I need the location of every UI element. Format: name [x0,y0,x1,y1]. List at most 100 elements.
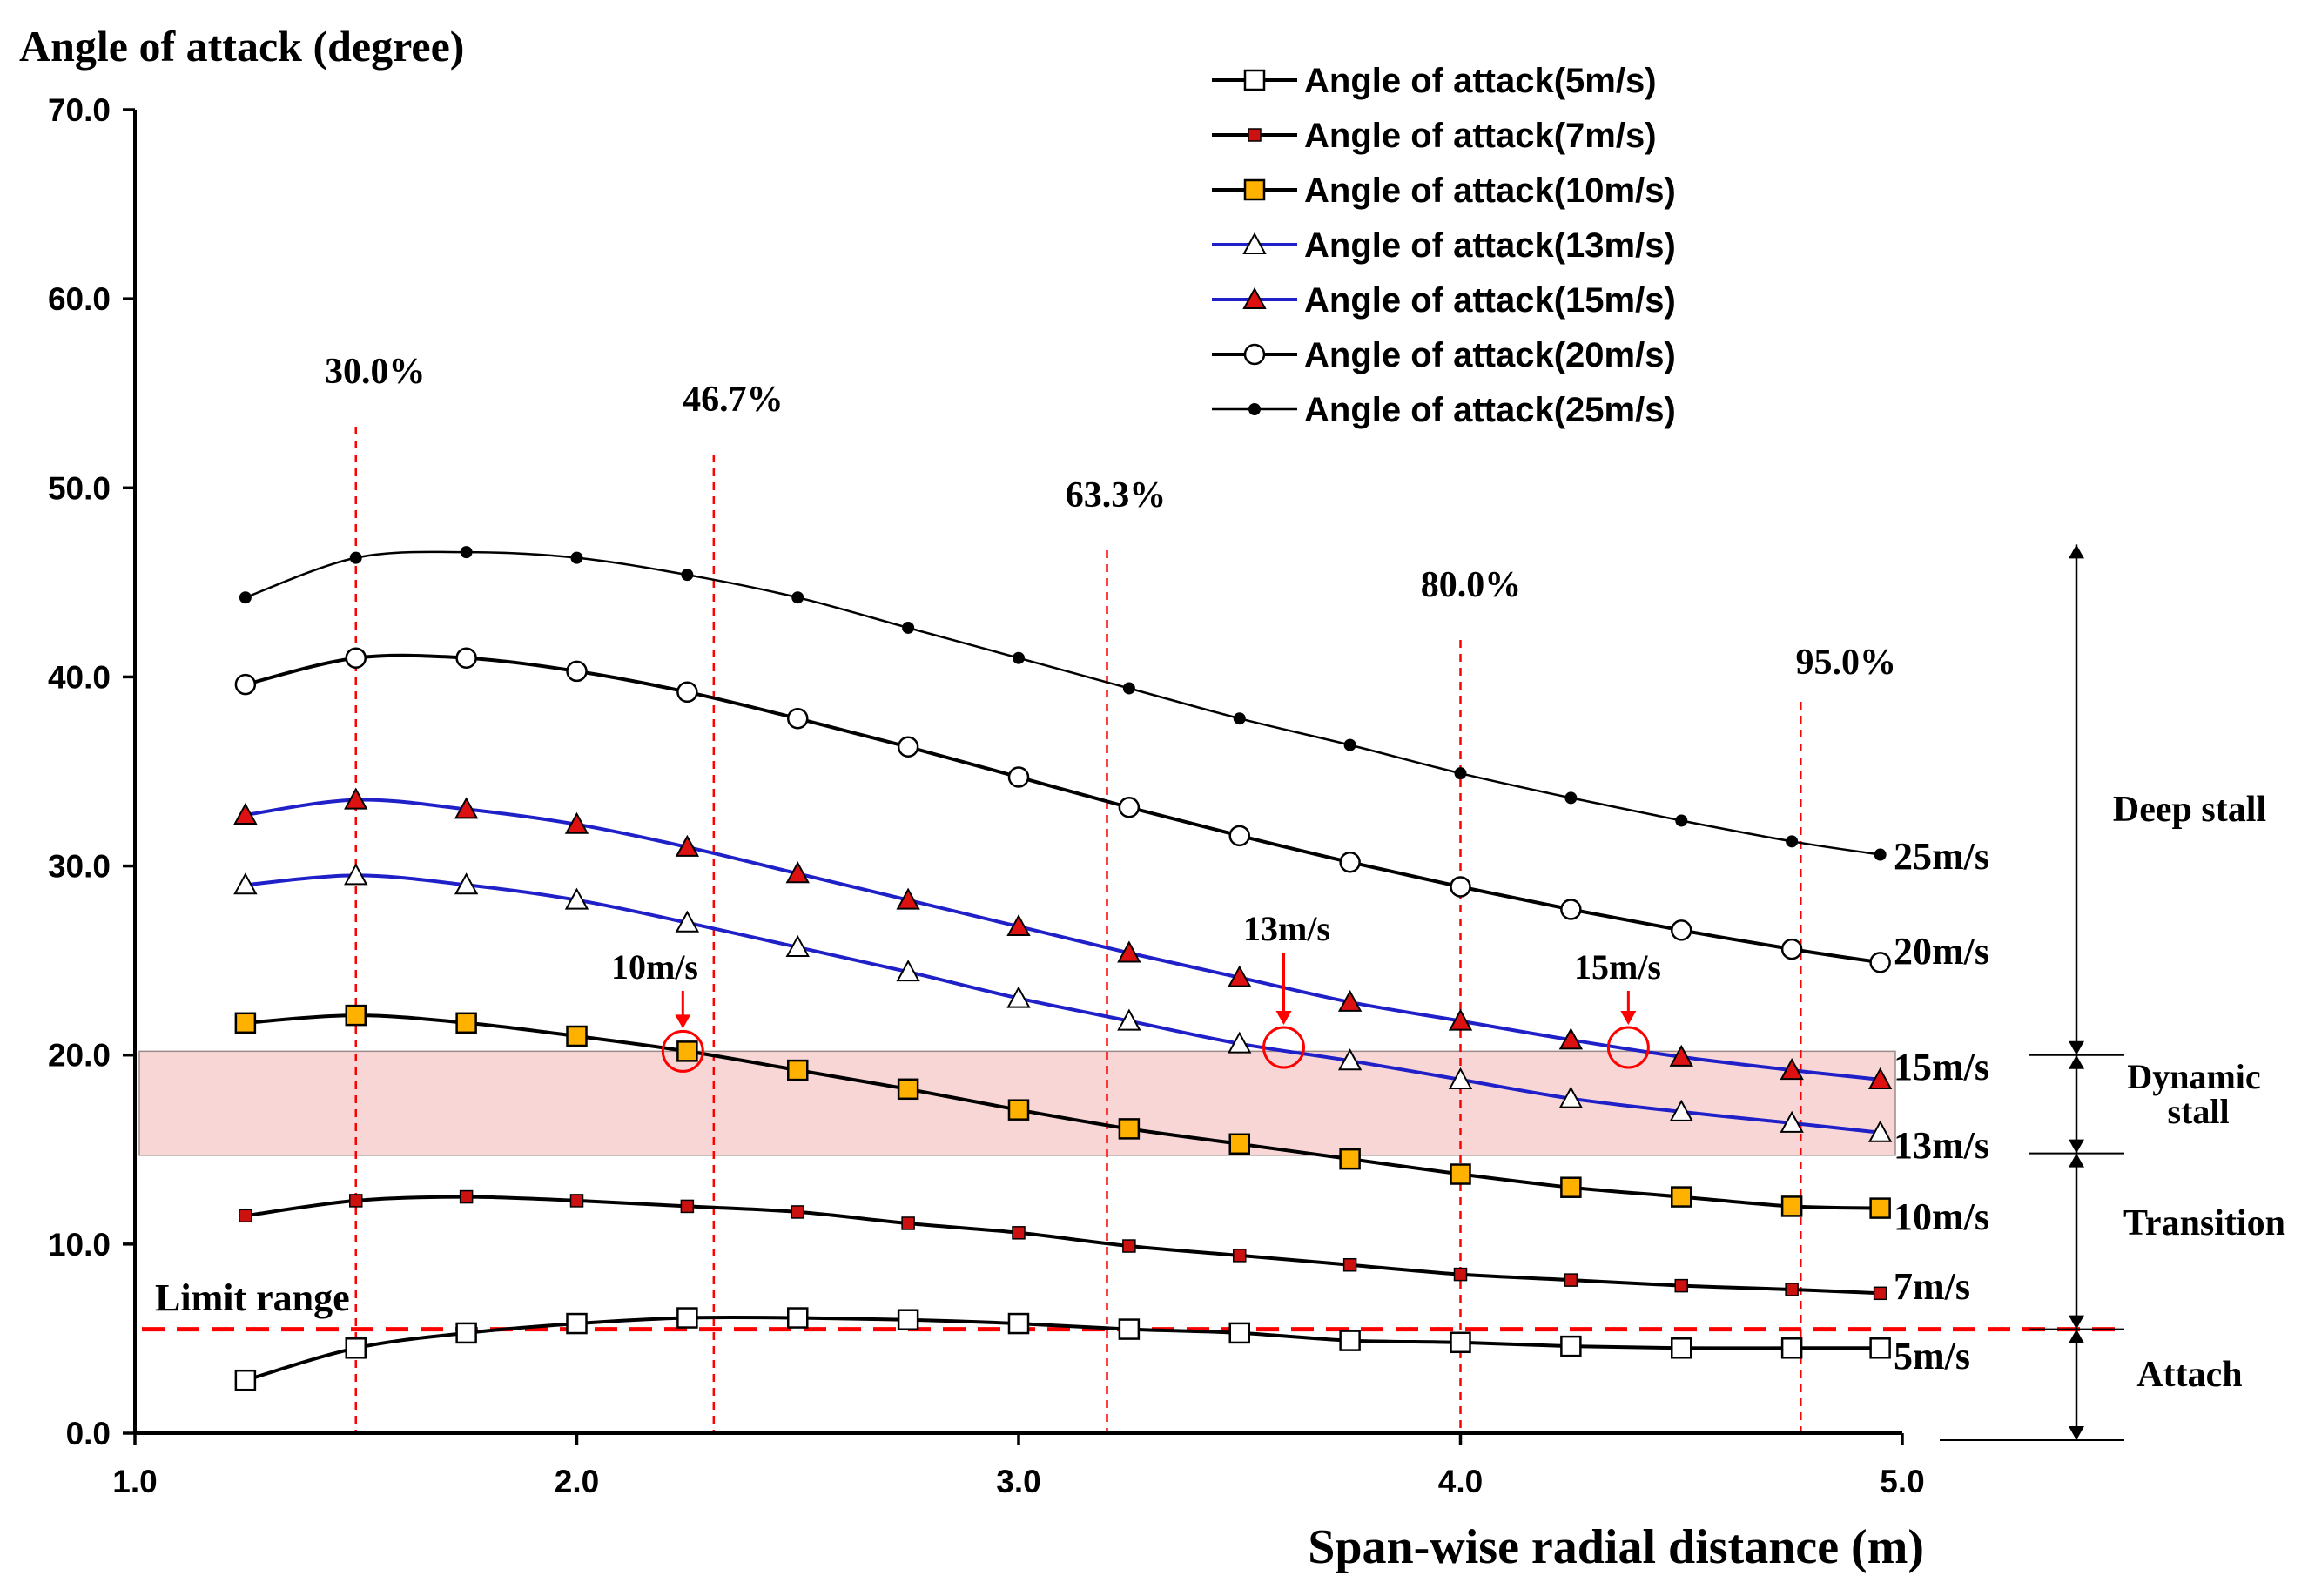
series-4-point-7 [1006,913,1031,937]
series-end-label-1: 7m/s [1894,1265,1970,1308]
series-6-point-2 [460,546,473,559]
series-line-1 [245,1195,1881,1296]
series-1-point-1 [349,1194,363,1208]
series-1-point-13 [1674,1278,1688,1293]
series-1-point-14 [1785,1283,1799,1296]
series-6-point-3 [570,551,583,564]
stall-point-circle-1 [661,1029,704,1073]
series-4-point-10 [1337,989,1363,1012]
region-arrow-bottom-2 [2069,1139,2084,1154]
reference-label-3: 63.3% [1066,475,1167,515]
series-6-point-4 [681,569,694,582]
series-1-point-7 [1012,1226,1026,1240]
series-4-point-14 [1780,1057,1804,1081]
reference-label-4: 80.0% [1421,565,1522,605]
series-3-point-12 [1558,1086,1584,1108]
series-2-point-4 [676,1040,698,1062]
series-5-point-15 [1869,952,1891,973]
region-arrow-bottom-4 [2069,1426,2084,1440]
series-1-point-11 [1453,1267,1468,1282]
reference-label-2: 46.7% [683,380,784,420]
stall-point-circle-3 [1606,1026,1650,1069]
region-label-transition: Transition [2123,1203,2285,1243]
series-0-point-4 [676,1307,698,1329]
series-0-point-6 [897,1309,919,1330]
series-6-point-11 [1454,767,1467,780]
y-tick-label-4: 40.0 [48,659,111,695]
series-1-point-9 [1233,1249,1247,1263]
legend-label-1: Angle of attack(7m/s) [1304,117,1657,155]
legend-label-0: Angle of attack(5m/s) [1304,62,1657,100]
series-6-point-15 [1874,848,1887,861]
region-arrow-bottom-1 [2069,1040,2084,1055]
series-0-point-12 [1560,1335,1582,1357]
series-6-point-5 [791,591,804,604]
region-arrow-top-1 [2069,544,2084,559]
series-4-point-13 [1669,1044,1693,1067]
stall-point-circle-2 [1262,1026,1305,1069]
series-6-point-13 [1675,814,1688,827]
series-end-label-6: 25m/s [1894,835,1989,878]
series-0-point-11 [1450,1331,1471,1354]
legend-marker-6 [1248,403,1261,415]
stall-point-arrowhead-1 [675,1014,691,1029]
legend-label-4: Angle of attack(15m/s) [1304,281,1676,320]
series-2-point-1 [345,1004,367,1027]
legend-marker-3 [1242,232,1267,254]
stall-point-label-1: 10m/s [611,947,698,987]
series-2-point-8 [1118,1118,1141,1140]
y-tick-label-7: 70.0 [48,92,111,128]
y-tick-label-6: 60.0 [48,281,111,317]
series-2-point-7 [1007,1099,1030,1121]
region-arrow-top-4 [2069,1329,2084,1343]
series-5-point-0 [234,673,257,696]
x-tick-label-0: 1.0 [112,1464,157,1499]
series-2-point-5 [787,1059,809,1081]
series-4-point-4 [675,834,700,857]
series-5-point-9 [1228,825,1250,847]
series-6-point-1 [349,551,362,564]
series-6-point-6 [902,621,915,634]
series-4-point-2 [454,797,479,819]
series-1-point-0 [239,1209,252,1223]
series-2-point-6 [897,1078,919,1101]
series-3-point-13 [1669,1099,1693,1121]
series-4-point-9 [1228,965,1252,987]
series-2-point-3 [566,1025,588,1047]
annotations-layer: 10m/s 13m/s 15m/s [611,909,1661,1073]
series-line-4 [245,798,1881,1081]
series-line-0 [245,1315,1881,1383]
legend-label-6: Angle of attack(25m/s) [1304,391,1676,429]
series-0-point-10 [1339,1330,1361,1351]
legend-marker-1 [1248,128,1262,142]
series-3-point-15 [1867,1120,1893,1142]
series-0-point-13 [1671,1337,1692,1359]
series-6-point-10 [1343,738,1356,751]
series-0-point-3 [566,1312,588,1335]
limit-range-label: Limit range [155,1276,350,1319]
series-1-point-2 [459,1189,474,1204]
series-0-point-15 [1869,1337,1891,1359]
series-layer: 5m/s 7m/s 10m/s 13m/s 15m/s 20m/s 25m/s [233,546,1989,1391]
series-2-point-14 [1780,1195,1803,1217]
series-2-point-0 [234,1012,257,1034]
series-5-point-11 [1450,876,1471,898]
series-end-label-4: 15m/s [1894,1046,1989,1088]
x-axis-title: Span-wise radial distance (m) [1308,1520,1924,1574]
reference-lines-layer: 30.0% 46.7% 63.3% 80.0% 95.0% [325,352,1896,1433]
series-6-point-12 [1564,791,1578,805]
series-3-point-10 [1337,1048,1363,1071]
series-6-point-7 [1013,651,1025,664]
legend-label-2: Angle of attack(10m/s) [1304,172,1676,210]
series-5-point-2 [455,647,477,669]
series-1-point-8 [1122,1239,1136,1253]
series-2-point-9 [1228,1133,1250,1155]
series-5-point-7 [1007,766,1030,788]
series-5-point-13 [1671,919,1692,941]
series-3-point-3 [564,887,589,910]
series-0-point-9 [1228,1322,1250,1344]
series-end-label-2: 10m/s [1894,1195,1989,1238]
series-1-point-4 [680,1199,695,1214]
series-0-point-1 [345,1337,367,1359]
